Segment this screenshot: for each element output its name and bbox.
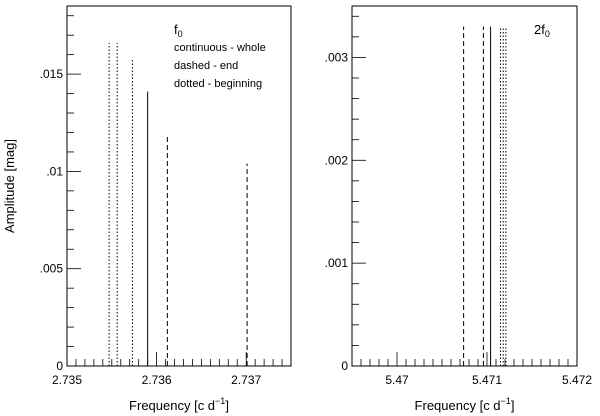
y-axis-title: Amplitude [mag] (2, 139, 17, 233)
chart-panel-2: 5.47 5.471 5.472 0 .001 .002 .003 2f0 Frequency … (325, 5, 592, 413)
legend-text: dashed - end (174, 60, 238, 72)
y-tick-label: .01 (46, 164, 63, 178)
panel-label: 2f0 (534, 22, 550, 39)
panel-label: f0 (174, 22, 183, 39)
y-tick-label: .005 (40, 262, 64, 276)
x-tick-label: 2.736 (142, 373, 172, 387)
legend-text: dotted - beginning (174, 78, 262, 90)
y-tick-label: 0 (56, 359, 63, 373)
x-tick-label: 2.735 (52, 373, 82, 387)
plot-frame (351, 5, 578, 367)
chart-panel-1: 2.735 2.736 2.737 0 .005 .01 .015 f0 continuous … (2, 5, 292, 413)
x-tick-label: 2.737 (231, 373, 261, 387)
legend-text: continuous - whole (174, 42, 266, 54)
y-tick-label: .003 (325, 50, 349, 64)
x-axis-title: Frequency [c d−1] (415, 396, 515, 413)
y-tick-label: 0 (341, 359, 348, 373)
x-tick-label: 5.472 (562, 373, 592, 387)
x-tick-label: 5.47 (385, 373, 409, 387)
y-tick-label: .002 (325, 153, 349, 167)
y-tick-label: .015 (40, 67, 64, 81)
y-tick-label: .001 (325, 256, 349, 270)
plot-frame (66, 5, 292, 367)
x-axis-title: Frequency [c d−1] (129, 396, 229, 413)
x-tick-label: 5.471 (472, 373, 502, 387)
